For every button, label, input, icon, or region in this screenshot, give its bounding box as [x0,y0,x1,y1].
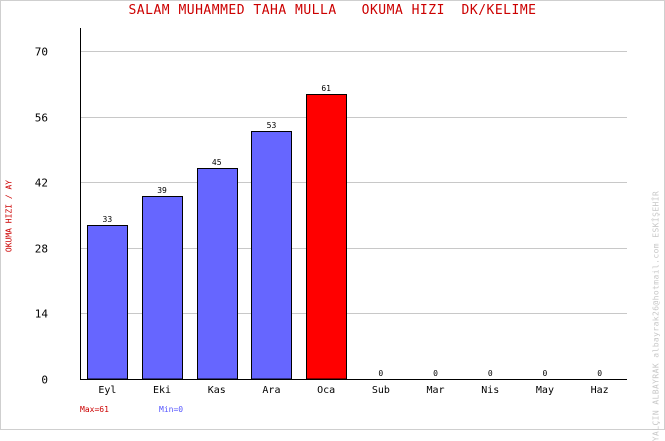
min-label: Min=0 [159,405,184,414]
data-label: 0 [433,369,438,378]
x-tick-label: Oca [317,385,335,396]
x-tick-label: Sub [372,385,390,396]
y-tick-label: 28 [35,243,48,256]
x-tick-label: May [536,385,554,396]
x-tick-label: Ara [262,385,280,396]
y-tick-label: 56 [35,112,48,125]
bar [87,225,128,380]
data-label: 0 [597,369,602,378]
x-tick-label: Haz [591,385,609,396]
bars [87,94,347,380]
data-label: 0 [378,369,383,378]
y-axis-label: OKUMA HIZI / AY [4,179,14,253]
x-tick-label: Eyl [98,385,116,396]
data-label: 0 [543,369,548,378]
y-tick-label: 42 [35,177,48,190]
bar [251,131,292,380]
data-label: 45 [212,158,222,167]
chart-plot: 33 39 45 53 61 0 0 0 0 0 0 14 28 42 56 70 Eyl Eki Kas Ara O… [35,28,627,397]
data-labels: 33 39 45 53 61 0 0 0 0 0 [103,84,603,378]
y-tick-label: 0 [41,374,48,387]
y-tick-label: 14 [35,308,49,321]
x-tick-label: Kas [208,385,226,396]
data-label: 61 [321,84,331,93]
bar [197,168,238,380]
x-tick-label: Mar [427,385,445,396]
data-label: 0 [488,369,493,378]
max-label: Max=61 [80,405,109,414]
data-label: 53 [267,121,277,130]
bar [142,196,183,380]
data-label: 33 [103,215,113,224]
x-tick-label: Eki [153,385,171,396]
data-label: 39 [157,186,167,195]
y-tick-label: 70 [35,46,48,59]
author-credit: YALÇIN ALBAYRAK albayrak26@hotmail.com E… [651,190,661,441]
bar [306,94,347,380]
axes [80,28,627,380]
x-tick-label: Nis [481,385,499,396]
tick-labels: 0 14 28 42 56 70 Eyl Eki Kas Ara Oca Sub Mar Nis May Ha… [35,46,609,397]
chart-title: SALAM MUHAMMED TAHA MULLA OKUMA HIZI DK/… [128,3,537,18]
